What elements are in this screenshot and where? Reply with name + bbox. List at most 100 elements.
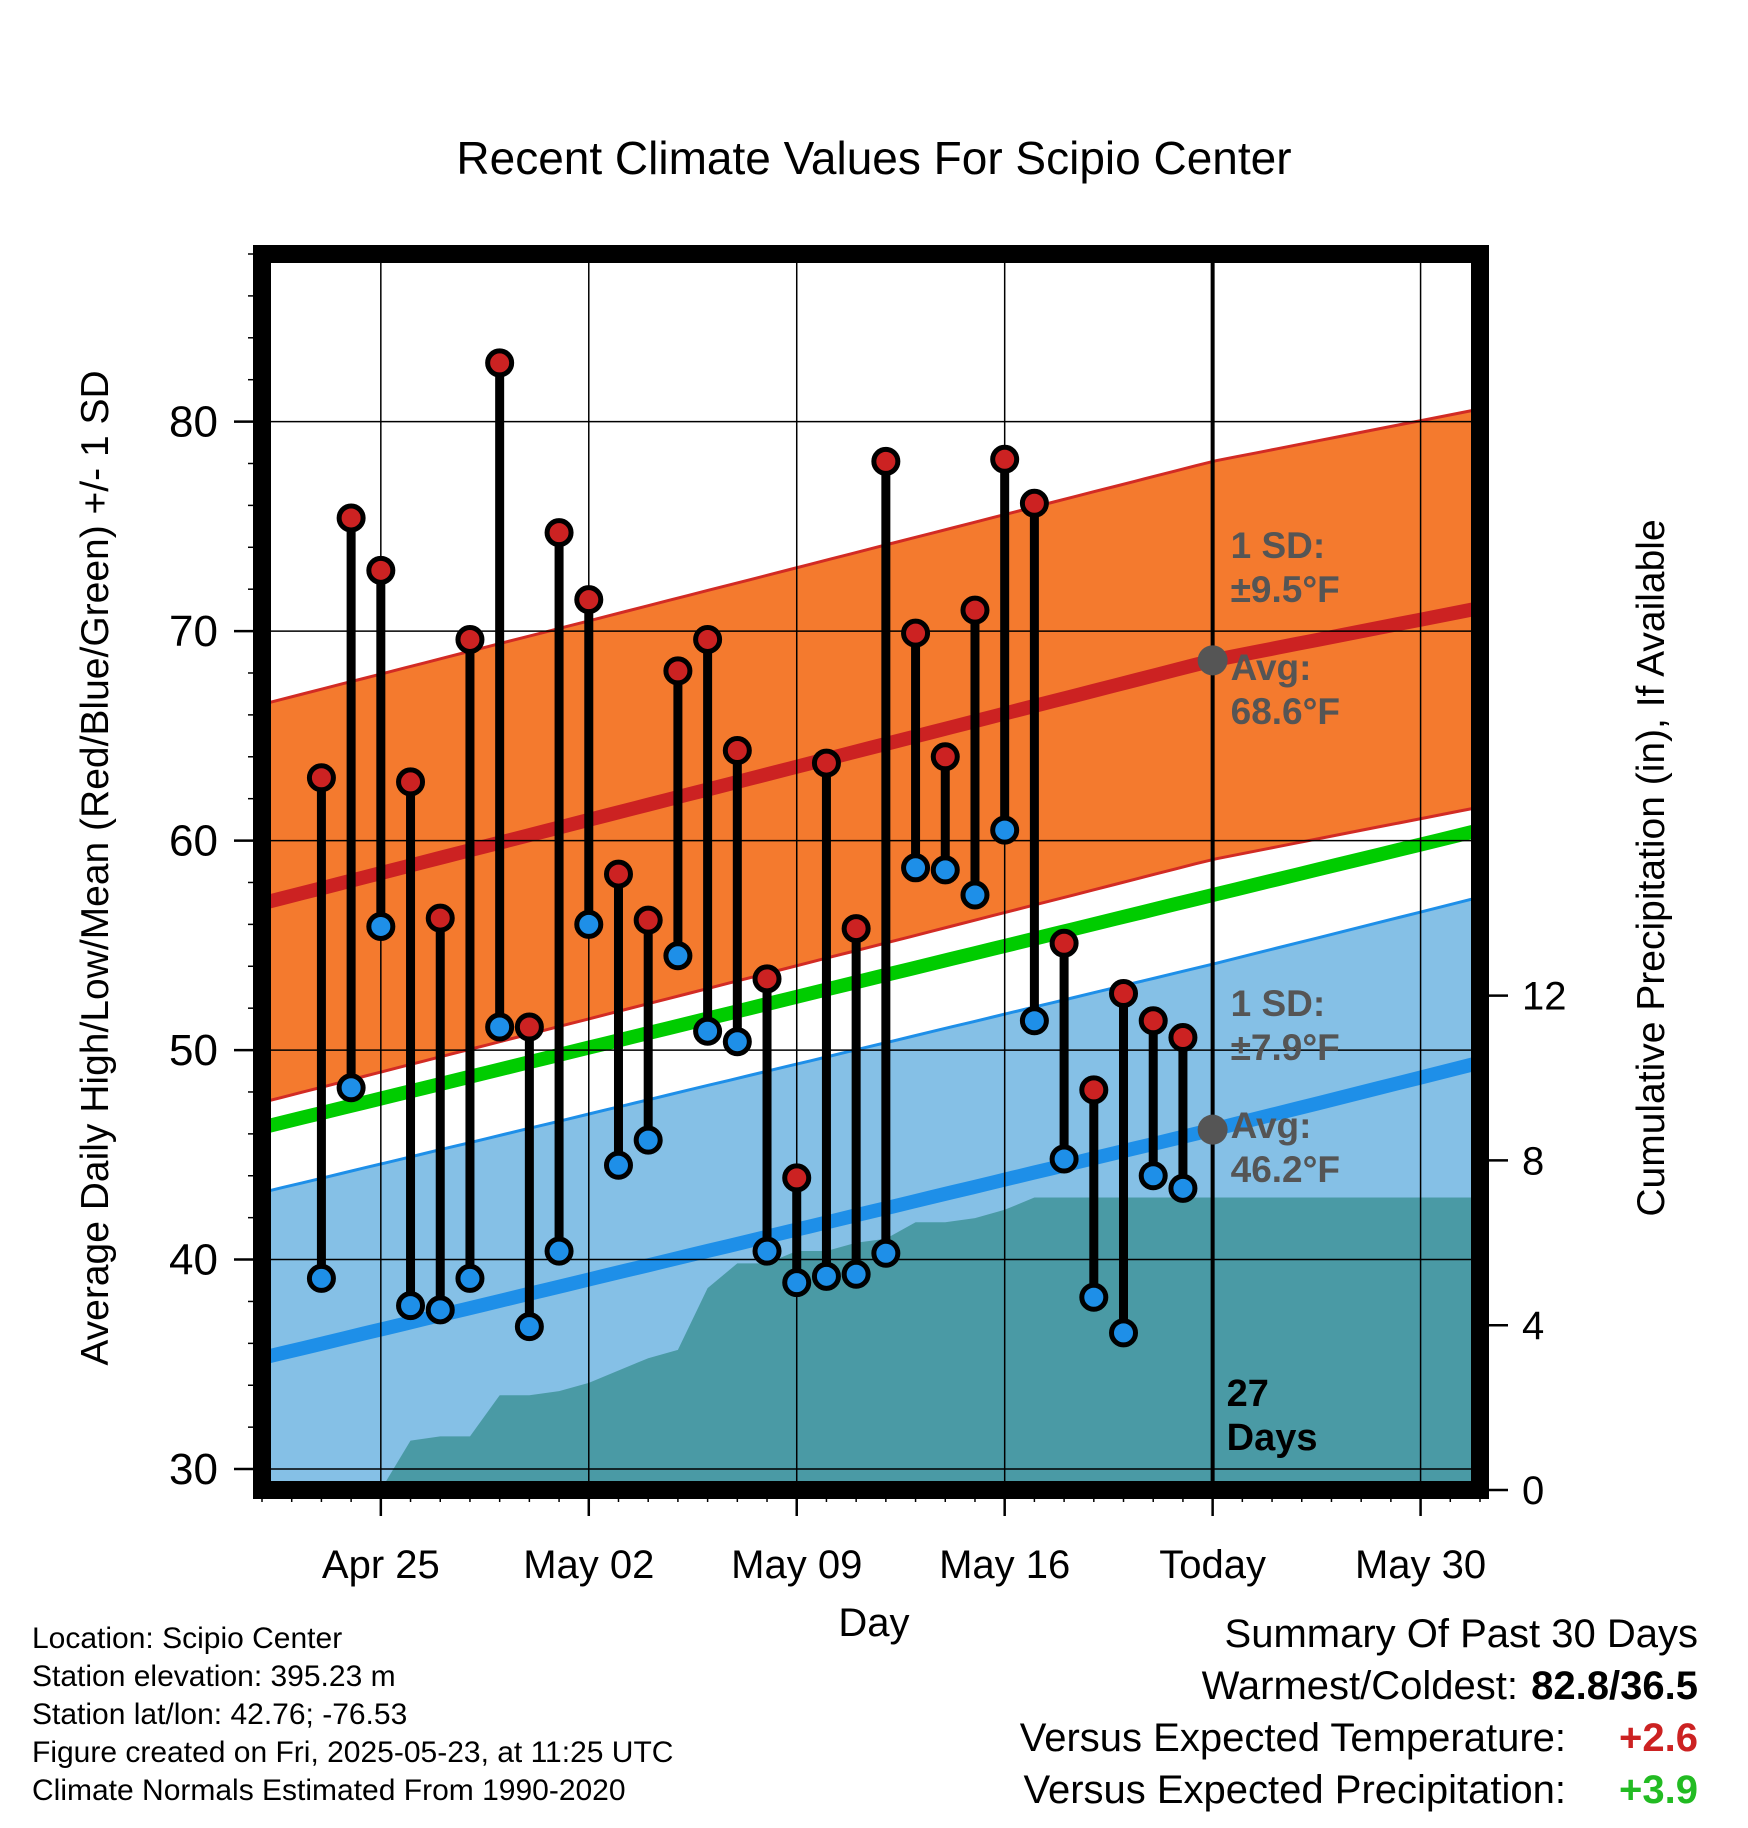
daily-high-point — [811, 748, 841, 778]
daily-high-point — [841, 914, 871, 944]
daily-high-point — [336, 503, 366, 533]
daily-low-point — [425, 1295, 455, 1325]
daily-low-point — [514, 1312, 544, 1342]
daily-high-point — [544, 518, 574, 548]
high-annotation: ±9.5°F — [1231, 569, 1340, 610]
y-tick-label-80: 80 — [169, 398, 218, 447]
daily-high-point — [1138, 1006, 1168, 1036]
daily-high-point — [871, 446, 901, 476]
precipitation-area — [262, 1197, 1480, 1490]
daily-high-point — [1049, 928, 1079, 958]
daily-low-point — [871, 1238, 901, 1268]
x-tick-label: May 16 — [939, 1543, 1070, 1587]
y-right-tick-label-12: 12 — [1522, 975, 1567, 1019]
info-normals: Climate Normals Estimated From 1990-2020 — [32, 1774, 626, 1807]
daily-low-point — [722, 1027, 752, 1057]
summary-precip-value: +3.9 — [1619, 1768, 1698, 1812]
daily-high-point — [396, 767, 426, 797]
low-avg-marker — [1197, 1114, 1228, 1145]
daily-low-point — [336, 1073, 366, 1103]
y-tick-label-30: 30 — [169, 1445, 218, 1494]
daily-high-point — [782, 1163, 812, 1193]
daily-low-point — [930, 855, 960, 885]
daily-low-point — [663, 941, 693, 971]
x-tick-label: May 30 — [1355, 1543, 1486, 1587]
daily-high-point — [485, 348, 515, 378]
x-tick-label: May 09 — [731, 1543, 862, 1587]
daily-low-point — [841, 1259, 871, 1289]
x-tick-label: Apr 25 — [322, 1543, 440, 1587]
daily-low-point — [1079, 1282, 1109, 1312]
low-annotation: ±7.9°F — [1231, 1027, 1340, 1068]
low-annotation: 1 SD: — [1231, 983, 1326, 1024]
summary-temp-value: +2.6 — [1619, 1716, 1698, 1760]
daily-high-point — [1109, 979, 1139, 1009]
summary-warm-cold-label: Warmest/Coldest: — [1201, 1664, 1518, 1708]
y-axis-label: Average Daily High/Low/Mean (Red/Blue/Gr… — [74, 370, 117, 1365]
daily-high-point — [901, 618, 931, 648]
y-tick-label-40: 40 — [169, 1236, 218, 1285]
high-avg-marker — [1197, 645, 1228, 676]
daily-low-point — [1138, 1161, 1168, 1191]
high-annotation: 68.6°F — [1231, 691, 1340, 732]
normal-mean-line — [262, 823, 1480, 1135]
summary-title: Summary Of Past 30 Days — [1224, 1612, 1698, 1656]
daily-high-point — [693, 624, 723, 654]
y-right-tick-label-0: 0 — [1522, 1469, 1544, 1513]
daily-low-point — [455, 1263, 485, 1293]
info-created: Figure created on Fri, 2025-05-23, at 11… — [32, 1736, 674, 1769]
daily-low-point — [1168, 1173, 1198, 1203]
daily-low-point — [1049, 1144, 1079, 1174]
summary-warm-cold-value: 82.8/36.5 — [1531, 1664, 1698, 1708]
daily-high-point — [722, 735, 752, 765]
daily-low-point — [1109, 1318, 1139, 1348]
chart-title: Recent Climate Values For Scipio Center — [456, 132, 1291, 184]
daily-low-point — [544, 1236, 574, 1266]
daily-high-point — [455, 624, 485, 654]
daily-low-point — [752, 1236, 782, 1266]
daily-low-point — [990, 815, 1020, 845]
daily-high-point — [990, 444, 1020, 474]
daily-high-point — [603, 859, 633, 889]
info-latlon: Station lat/lon: 42.76; -76.53 — [32, 1698, 408, 1731]
daily-high-point — [1168, 1022, 1198, 1052]
daily-low-point — [574, 909, 604, 939]
daily-low-point — [396, 1291, 426, 1321]
daily-low-point — [782, 1268, 812, 1298]
x-tick-label: May 02 — [523, 1543, 654, 1587]
x-axis-label: Day — [838, 1601, 909, 1645]
daily-low-point — [1019, 1006, 1049, 1036]
daily-low-point — [306, 1263, 336, 1293]
daily-high-point — [1019, 488, 1049, 518]
summary-precip-label: Versus Expected Precipitation: — [1023, 1768, 1566, 1812]
today-days-label: 27 — [1227, 1373, 1269, 1415]
y-right-tick-label-4: 4 — [1522, 1304, 1544, 1348]
daily-high-point — [930, 742, 960, 772]
normal-low-line — [262, 1055, 1480, 1365]
daily-high-point — [663, 656, 693, 686]
plot-frame — [253, 245, 1489, 1499]
daily-high-point — [960, 595, 990, 625]
daily-high-point — [306, 763, 336, 793]
normal-high-line — [262, 601, 1480, 911]
daily-high-point — [752, 964, 782, 994]
daily-low-point — [366, 911, 396, 941]
info-location: Location: Scipio Center — [32, 1622, 343, 1655]
daily-observations — [306, 348, 1198, 1348]
grid-lines — [262, 254, 1480, 1490]
daily-high-point — [574, 585, 604, 615]
daily-low-point — [693, 1016, 723, 1046]
y-right-tick-label-8: 8 — [1522, 1139, 1544, 1183]
daily-high-point — [1079, 1075, 1109, 1105]
info-elevation: Station elevation: 395.23 m — [32, 1660, 396, 1693]
daily-high-point — [514, 1012, 544, 1042]
y-tick-label-60: 60 — [169, 817, 218, 866]
daily-high-point — [425, 903, 455, 933]
daily-high-point — [366, 555, 396, 585]
x-tick-label: Today — [1159, 1543, 1266, 1587]
y-tick-label-50: 50 — [169, 1026, 218, 1075]
